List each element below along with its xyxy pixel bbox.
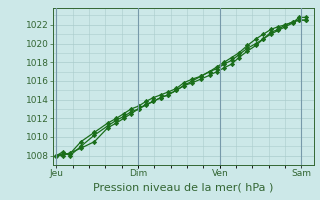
X-axis label: Pression niveau de la mer( hPa ): Pression niveau de la mer( hPa ) bbox=[93, 182, 273, 192]
